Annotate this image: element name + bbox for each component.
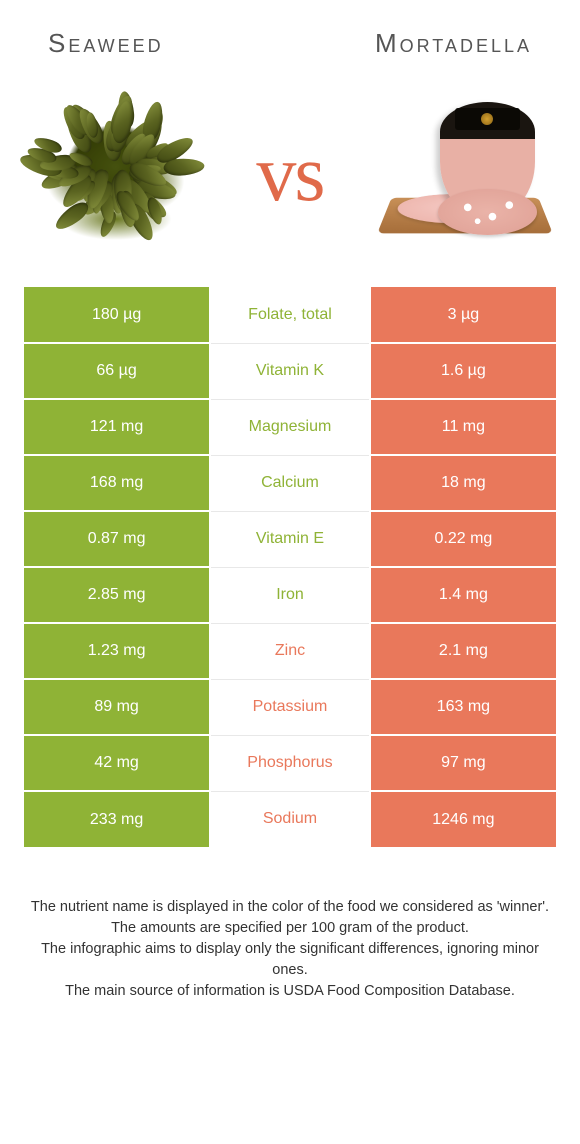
right-value: 97 mg [370, 735, 556, 791]
right-value: 1.4 mg [370, 567, 556, 623]
table-row: 168 mgCalcium18 mg [24, 455, 556, 511]
left-value: 180 µg [24, 287, 210, 343]
nutrient-label: Vitamin K [210, 343, 370, 399]
images-row: vs [0, 69, 580, 287]
table-row: 0.87 mgVitamin E0.22 mg [24, 511, 556, 567]
right-value: 163 mg [370, 679, 556, 735]
nutrient-label: Magnesium [210, 399, 370, 455]
table-row: 1.23 mgZinc2.1 mg [24, 623, 556, 679]
footer-line: The nutrient name is displayed in the co… [22, 897, 558, 918]
right-value: 18 mg [370, 455, 556, 511]
left-value: 1.23 mg [24, 623, 210, 679]
table-row: 42 mgPhosphorus97 mg [24, 735, 556, 791]
right-value: 11 mg [370, 399, 556, 455]
left-value: 2.85 mg [24, 567, 210, 623]
footer-line: The amounts are specified per 100 gram o… [22, 918, 558, 939]
left-value: 66 µg [24, 343, 210, 399]
title-left: Seaweed [48, 28, 164, 59]
nutrient-table: 180 µgFolate, total3 µg66 µgVitamin K1.6… [24, 287, 556, 847]
nutrient-label: Calcium [210, 455, 370, 511]
table-row: 89 mgPotassium163 mg [24, 679, 556, 735]
left-value: 42 mg [24, 735, 210, 791]
footer-line: The infographic aims to display only the… [22, 939, 558, 981]
left-value: 89 mg [24, 679, 210, 735]
nutrient-label: Vitamin E [210, 511, 370, 567]
nutrient-label: Potassium [210, 679, 370, 735]
nutrient-label: Phosphorus [210, 735, 370, 791]
title-right: Mortadella [375, 28, 532, 59]
table-row: 121 mgMagnesium11 mg [24, 399, 556, 455]
left-value: 0.87 mg [24, 511, 210, 567]
right-value: 1246 mg [370, 791, 556, 847]
mortadella-image [380, 89, 550, 259]
right-value: 0.22 mg [370, 511, 556, 567]
right-value: 2.1 mg [370, 623, 556, 679]
nutrient-label: Zinc [210, 623, 370, 679]
nutrient-label: Iron [210, 567, 370, 623]
table-row: 180 µgFolate, total3 µg [24, 287, 556, 343]
right-value: 3 µg [370, 287, 556, 343]
table-row: 233 mgSodium1246 mg [24, 791, 556, 847]
left-value: 168 mg [24, 455, 210, 511]
footer-notes: The nutrient name is displayed in the co… [0, 847, 580, 1002]
left-value: 121 mg [24, 399, 210, 455]
right-value: 1.6 µg [370, 343, 556, 399]
table-row: 2.85 mgIron1.4 mg [24, 567, 556, 623]
vs-label: vs [256, 129, 323, 220]
footer-line: The main source of information is USDA F… [22, 981, 558, 1002]
table-row: 66 µgVitamin K1.6 µg [24, 343, 556, 399]
seaweed-image [30, 89, 200, 259]
nutrient-label: Folate, total [210, 287, 370, 343]
left-value: 233 mg [24, 791, 210, 847]
header: Seaweed Mortadella [0, 0, 580, 69]
nutrient-label: Sodium [210, 791, 370, 847]
